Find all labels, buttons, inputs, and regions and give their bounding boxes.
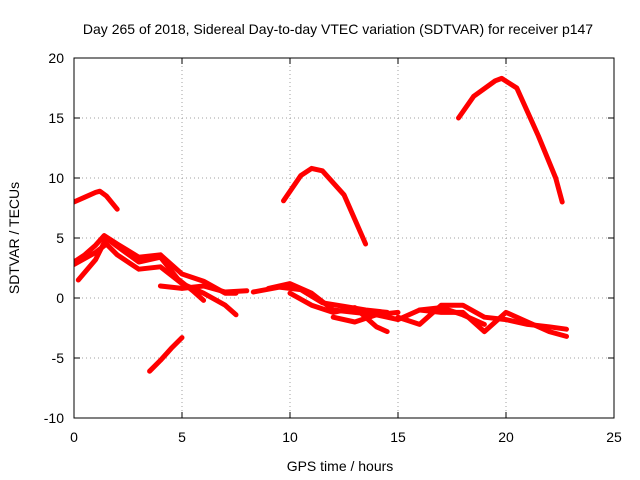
series-arc-9: [287, 290, 390, 335]
series-arc-5: [147, 335, 185, 374]
series-arc-2: [74, 233, 239, 296]
x-tick-labels: 0 5 10 15 20 25: [70, 429, 622, 445]
x-tick-label: 5: [178, 429, 186, 445]
series-arc-1: [74, 188, 120, 212]
y-tick-label: 5: [56, 230, 64, 246]
x-tick-label: 25: [606, 429, 622, 445]
y-tick-labels: -10 -5 0 5 10 15 20: [44, 50, 64, 426]
y-tick-label: 15: [48, 110, 64, 126]
series-arc-13: [417, 307, 569, 339]
y-tick-label: 0: [56, 290, 64, 306]
series-layer: [74, 75, 569, 374]
y-tick-label: -5: [52, 350, 65, 366]
x-tick-label: 15: [390, 429, 406, 445]
tick-marks: [73, 57, 615, 419]
x-tick-label: 20: [498, 429, 514, 445]
series-arc-10: [281, 165, 369, 247]
series-arc-14: [456, 75, 565, 205]
x-axis-label: GPS time / hours: [287, 458, 394, 474]
y-tick-label: 20: [48, 50, 64, 66]
chart-title: Day 265 of 2018, Sidereal Day-to-day VTE…: [83, 21, 593, 37]
y-axis-label: SDTVAR / TECUs: [6, 182, 22, 294]
y-tick-label: -10: [44, 410, 64, 426]
x-tick-label: 10: [282, 429, 298, 445]
y-tick-label: 10: [48, 170, 64, 186]
series-arc-3: [74, 241, 239, 318]
x-tick-label: 0: [70, 429, 78, 445]
grid: [74, 58, 614, 418]
series-arc-6: [157, 283, 250, 295]
